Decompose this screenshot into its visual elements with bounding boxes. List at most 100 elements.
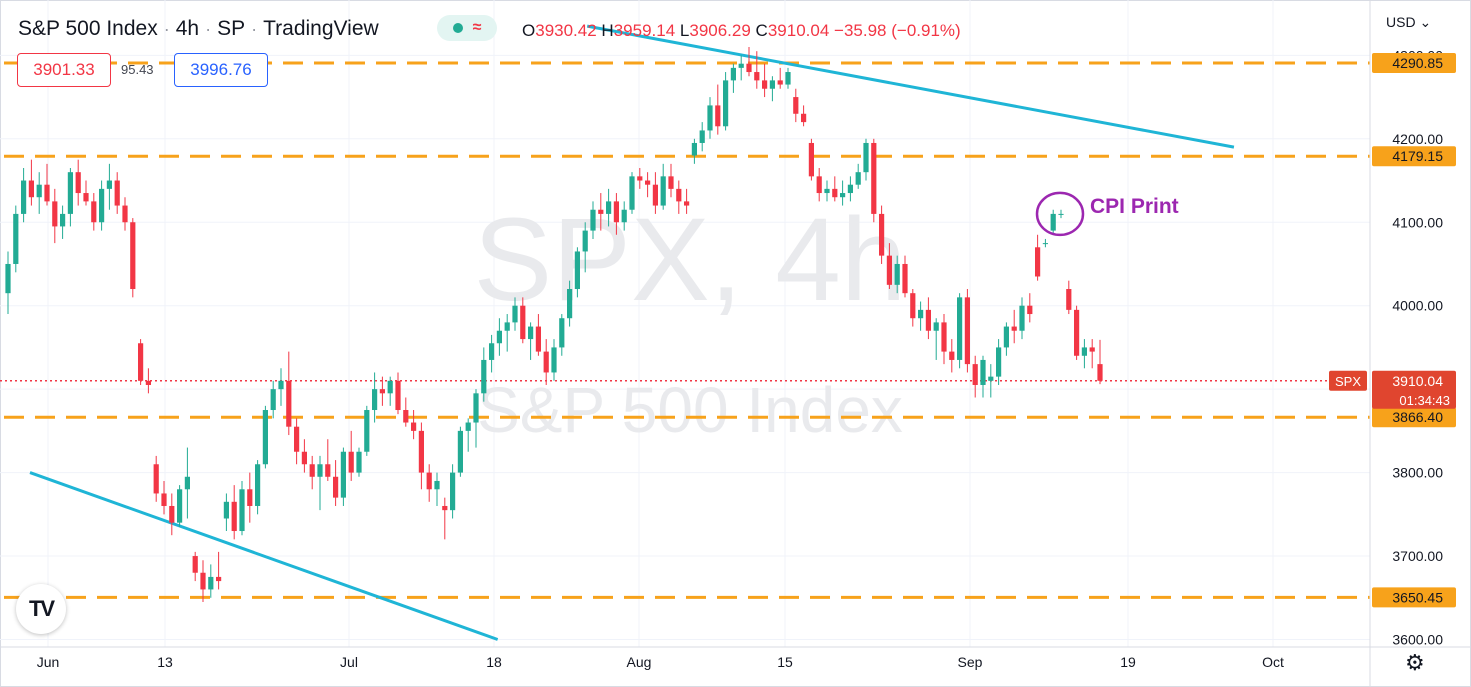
candle-body[interactable] bbox=[543, 351, 549, 373]
candle-body[interactable] bbox=[832, 188, 838, 198]
candle-body[interactable] bbox=[918, 309, 924, 319]
candle-body[interactable] bbox=[715, 105, 721, 127]
candle-body[interactable] bbox=[496, 330, 502, 344]
currency-selector[interactable]: USD ⌄ bbox=[1386, 14, 1431, 31]
candle-body[interactable] bbox=[348, 451, 354, 473]
candle-body[interactable] bbox=[754, 72, 760, 81]
candle-body[interactable] bbox=[192, 556, 198, 573]
candle-body[interactable] bbox=[122, 205, 128, 223]
candle-body[interactable] bbox=[598, 209, 604, 214]
candle-body[interactable] bbox=[902, 263, 908, 294]
candle-body[interactable] bbox=[684, 201, 690, 206]
candle-body[interactable] bbox=[871, 142, 877, 214]
candle-body[interactable] bbox=[855, 172, 861, 185]
candle-body[interactable] bbox=[247, 489, 253, 506]
candle-body[interactable] bbox=[606, 201, 612, 214]
candle-body[interactable] bbox=[933, 322, 939, 331]
candle-body[interactable] bbox=[1027, 305, 1033, 315]
symbol-name[interactable]: S&P 500 Index bbox=[18, 17, 158, 40]
candle-body[interactable] bbox=[403, 410, 409, 423]
candle-body[interactable] bbox=[395, 380, 401, 411]
candle-body[interactable] bbox=[44, 184, 50, 202]
candle-body[interactable] bbox=[707, 105, 713, 131]
candle-body[interactable] bbox=[91, 201, 97, 223]
candle-body[interactable] bbox=[356, 451, 362, 473]
candle-body[interactable] bbox=[153, 464, 159, 494]
candle-body[interactable] bbox=[130, 222, 136, 290]
candle-body[interactable] bbox=[621, 209, 627, 223]
candle-body[interactable] bbox=[816, 176, 822, 194]
candle-body[interactable] bbox=[145, 380, 151, 385]
candle-body[interactable] bbox=[637, 176, 643, 181]
candle-body[interactable] bbox=[723, 80, 729, 127]
candle-body[interactable] bbox=[83, 193, 89, 202]
candle-body[interactable] bbox=[668, 176, 674, 189]
candle-body[interactable] bbox=[730, 67, 736, 81]
candle-body[interactable] bbox=[676, 188, 682, 202]
candle-body[interactable] bbox=[652, 184, 658, 206]
candle-body[interactable] bbox=[762, 80, 768, 89]
candle-body[interactable] bbox=[325, 464, 331, 477]
candle-body[interactable] bbox=[442, 505, 448, 511]
candle-body[interactable] bbox=[567, 289, 573, 319]
candle-body[interactable] bbox=[996, 347, 1002, 377]
candle-body[interactable] bbox=[200, 572, 206, 590]
candle-body[interactable] bbox=[972, 364, 978, 385]
candle-body[interactable] bbox=[28, 180, 34, 198]
candle-body[interactable] bbox=[340, 451, 346, 498]
candle-body[interactable] bbox=[450, 472, 456, 511]
candle-body[interactable] bbox=[106, 180, 112, 189]
candle-body[interactable] bbox=[364, 410, 370, 452]
tradingview-logo-icon[interactable]: TV bbox=[16, 584, 66, 634]
candle-body[interactable] bbox=[691, 142, 697, 156]
candle-body[interactable] bbox=[1019, 305, 1025, 331]
candle-body[interactable] bbox=[590, 209, 596, 231]
candle-body[interactable] bbox=[910, 293, 916, 319]
candle-body[interactable] bbox=[738, 63, 744, 68]
candle-body[interactable] bbox=[980, 359, 986, 385]
gear-icon[interactable]: ⚙ bbox=[1405, 650, 1425, 675]
candle-body[interactable] bbox=[1089, 347, 1095, 352]
candle-body[interactable] bbox=[301, 451, 307, 465]
candle-body[interactable] bbox=[957, 297, 963, 360]
candle-body[interactable] bbox=[426, 472, 432, 490]
candle-body[interactable] bbox=[309, 464, 315, 477]
candle-body[interactable] bbox=[278, 380, 284, 390]
candle-body[interactable] bbox=[387, 380, 393, 394]
candle-body[interactable] bbox=[99, 188, 105, 223]
candle-body[interactable] bbox=[746, 63, 752, 73]
candle-body[interactable] bbox=[1011, 326, 1017, 331]
candle-body[interactable] bbox=[1081, 347, 1087, 356]
market-status-pill[interactable]: ≈ bbox=[437, 15, 497, 41]
candle-body[interactable] bbox=[512, 305, 518, 323]
candle-body[interactable] bbox=[67, 172, 73, 214]
candle-body[interactable] bbox=[504, 322, 510, 331]
candle-body[interactable] bbox=[60, 213, 66, 227]
annotation-circle[interactable] bbox=[1035, 191, 1085, 237]
candle-body[interactable] bbox=[1066, 289, 1072, 310]
candle-body[interactable] bbox=[1035, 247, 1041, 277]
candle-body[interactable] bbox=[457, 430, 463, 473]
candle-body[interactable] bbox=[582, 230, 588, 252]
candle-body[interactable] bbox=[418, 430, 424, 473]
candle-body[interactable] bbox=[216, 576, 222, 582]
candle-body[interactable] bbox=[294, 426, 300, 452]
candle-body[interactable] bbox=[481, 359, 487, 394]
candle-body[interactable] bbox=[1050, 213, 1056, 231]
candle-body[interactable] bbox=[964, 297, 970, 365]
candle-body[interactable] bbox=[660, 176, 666, 206]
candle-body[interactable] bbox=[785, 72, 791, 85]
candle-body[interactable] bbox=[808, 142, 814, 177]
candle-body[interactable] bbox=[21, 180, 27, 214]
candle-body[interactable] bbox=[886, 255, 892, 285]
candle-body[interactable] bbox=[372, 389, 378, 411]
candle-body[interactable] bbox=[262, 410, 268, 465]
candle-body[interactable] bbox=[270, 389, 276, 411]
candle-body[interactable] bbox=[528, 326, 534, 340]
candle-body[interactable] bbox=[255, 464, 261, 506]
candle-body[interactable] bbox=[1097, 364, 1103, 381]
candle-body[interactable] bbox=[520, 305, 526, 340]
candle-body[interactable] bbox=[36, 184, 42, 198]
candle-body[interactable] bbox=[161, 493, 167, 506]
candle-body[interactable] bbox=[489, 343, 495, 360]
